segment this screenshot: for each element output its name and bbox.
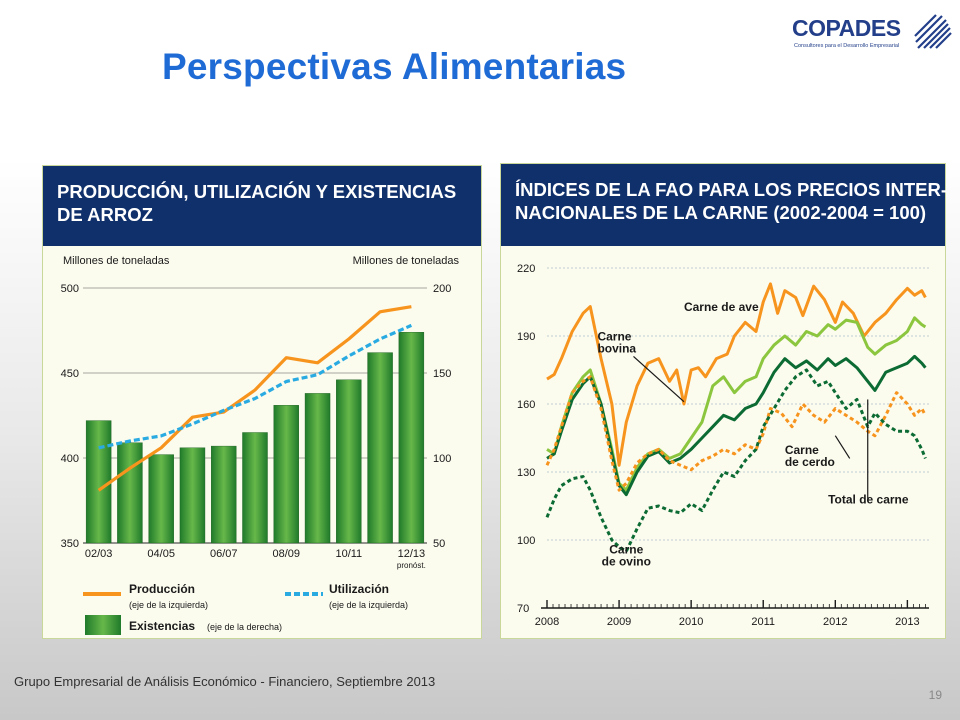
rice-chart-title: PRODUCCIÓN, UTILIZACIÓN Y EXISTENCIAS DE…	[43, 166, 481, 246]
rice-bar-existencias	[273, 405, 299, 544]
logo-tagline: Consultores para el Desarrollo Empresari…	[794, 43, 900, 49]
rice-left-tick-label: 400	[61, 453, 79, 465]
rice-left-tick-label: 450	[61, 368, 79, 380]
meat-line-4	[545, 368, 927, 553]
meat-series-label: de ovino	[602, 555, 651, 569]
rice-title-line-1: PRODUCCIÓN, UTILIZACIÓN Y EXISTENCIAS	[57, 181, 457, 202]
meat-series-label: de cerdo	[785, 455, 835, 469]
legend-utilizacion-label: Utilización	[329, 582, 389, 596]
rice-bar-existencias	[398, 331, 425, 544]
page-number: 19	[928, 688, 942, 702]
rice-right-tick-label: 200	[433, 283, 451, 295]
rice-x-tick-label: 08/09	[273, 548, 301, 560]
meat-chart-panel: ÍNDICES DE LA FAO PARA LOS PRECIOS INTER…	[500, 163, 948, 639]
rice-right-axis-label: Millones de toneladas	[353, 255, 460, 267]
meat-label-pointer	[633, 355, 685, 403]
rice-left-axis-label: Millones de toneladas	[63, 255, 170, 267]
rice-x-tick-label: 04/05	[147, 548, 175, 560]
meat-series-label: Total de carne	[828, 493, 909, 507]
rice-x-tick-label: 02/03	[85, 548, 113, 560]
meat-y-tick-label: 160	[517, 399, 535, 411]
meat-line-3	[545, 375, 927, 492]
rice-bar-existencias	[179, 447, 206, 544]
rice-title-line-2: DE ARROZ	[57, 204, 153, 225]
legend-swatch-existencias	[85, 615, 121, 635]
rice-forecast-label: pronóst.	[397, 561, 426, 570]
meat-x-tick-label: 2013	[895, 616, 919, 628]
logo-globe-icon	[914, 14, 952, 49]
meat-label-pointer	[834, 435, 851, 459]
meat-x-tick-label: 2010	[679, 616, 703, 628]
rice-left-tick-label: 500	[61, 283, 79, 295]
meat-series-label: bovina	[597, 342, 636, 356]
meat-y-tick-label: 100	[517, 535, 535, 547]
rice-left-tick-label: 350	[61, 538, 79, 550]
rice-bar-existencias	[367, 352, 393, 544]
meat-title-line-1: ÍNDICES DE LA FAO PARA LOS PRECIOS INTER…	[515, 179, 948, 200]
meat-x-tick-label: 2012	[823, 616, 847, 628]
rice-bar-existencias	[211, 445, 237, 544]
rice-chart: 500 200 450 150 400 100 350 50 02/03 04/05 06/07 08…	[61, 255, 460, 635]
rice-bar-existencias	[148, 454, 174, 544]
meat-series-label: Carne	[609, 543, 643, 557]
meat-x-tick-label: 2009	[607, 616, 631, 628]
legend-produccion-label: Producción	[129, 582, 195, 596]
rice-legend: Producción (eje de la izquierda) Utiliza…	[83, 582, 408, 635]
meat-series-label: Carne	[597, 330, 631, 344]
legend-utilizacion-note: (eje de la izquierda)	[329, 600, 408, 610]
meat-y-tick-label: 190	[517, 331, 535, 343]
rice-bar-existencias	[85, 420, 112, 544]
meat-series-label: Carne	[785, 443, 819, 457]
meat-series-label: Carne de ave	[684, 300, 759, 314]
rice-bar-existencias	[304, 393, 331, 544]
footer-text: Grupo Empresarial de Análisis Económico …	[14, 674, 436, 689]
rice-right-tick-label: 50	[433, 538, 445, 550]
meat-x-tick-label: 2011	[751, 616, 775, 628]
meat-chart-title: ÍNDICES DE LA FAO PARA LOS PRECIOS INTER…	[501, 164, 948, 246]
rice-right-tick-label: 100	[433, 453, 451, 465]
legend-existencias-note: (eje de la derecha)	[207, 622, 282, 632]
logo-wordmark: COPADES	[792, 15, 901, 41]
meat-y-tick-label: 130	[517, 467, 535, 479]
rice-x-tick-label: 06/07	[210, 548, 238, 560]
meat-y-tick-label: 220	[517, 263, 535, 275]
rice-x-tick-label: 10/11	[335, 548, 362, 560]
meat-x-tick-label: 2008	[535, 616, 559, 628]
rice-bar-existencias	[117, 442, 143, 544]
copades-logo: COPADES Consultores para el Desarrollo E…	[786, 10, 954, 56]
rice-right-tick-label: 150	[433, 368, 451, 380]
legend-existencias-label: Existencias	[129, 619, 195, 633]
rice-x-tick-label: 12/13	[398, 548, 426, 560]
rice-chart-panel: PRODUCCIÓN, UTILIZACIÓN Y EXISTENCIAS DE…	[42, 165, 482, 639]
meat-y-tick-label: 70	[517, 603, 529, 615]
meat-title-line-2: NACIONALES DE LA CARNE (2002-2004 = 100)	[515, 202, 927, 223]
legend-produccion-note: (eje de la izquierda)	[129, 600, 208, 610]
slide-title: Perspectivas Alimentarias	[162, 46, 627, 87]
rice-bar-existencias	[336, 379, 362, 544]
rice-line-produccion	[97, 305, 412, 492]
rice-bar-existencias	[242, 432, 268, 544]
rice-line-utilizacion	[98, 323, 413, 450]
meat-chart: 220 190 160 130 100 70 2008 2009 2010 2011 2012 201…	[517, 263, 929, 628]
